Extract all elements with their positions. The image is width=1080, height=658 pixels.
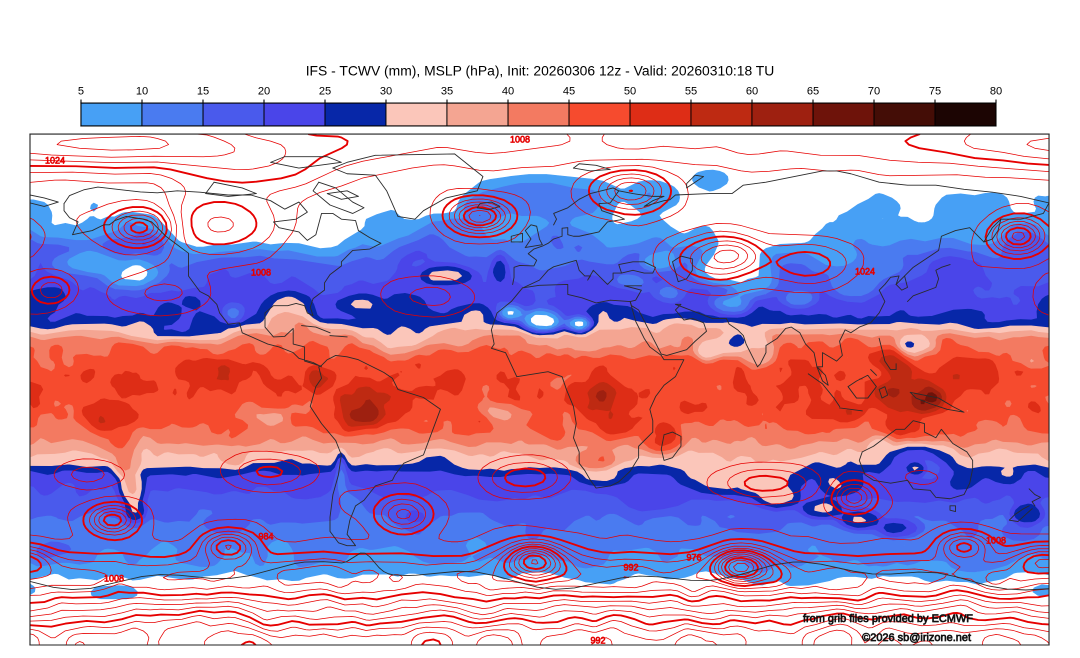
svg-text:35: 35 <box>441 85 453 97</box>
svg-text:25: 25 <box>319 85 331 97</box>
svg-text:55: 55 <box>685 85 697 97</box>
svg-text:15: 15 <box>197 85 209 97</box>
svg-text:45: 45 <box>563 85 575 97</box>
svg-text:from grib files provided by EC: from grib files provided by ECMWF <box>803 613 973 625</box>
svg-text:1008: 1008 <box>510 134 530 144</box>
svg-text:1008: 1008 <box>986 535 1006 545</box>
svg-text:992: 992 <box>590 635 605 645</box>
svg-text:©2026 sb@irizone.net: ©2026 sb@irizone.net <box>862 632 971 644</box>
svg-text:992: 992 <box>623 562 638 572</box>
svg-text:IFS - TCWV (mm), MSLP (hPa), I: IFS - TCWV (mm), MSLP (hPa), Init: 20260… <box>306 63 775 79</box>
svg-text:10: 10 <box>136 85 148 97</box>
svg-text:984: 984 <box>258 531 273 541</box>
svg-text:1024: 1024 <box>855 266 875 276</box>
svg-text:1008: 1008 <box>251 267 271 277</box>
svg-text:976: 976 <box>686 552 701 562</box>
svg-text:65: 65 <box>807 85 819 97</box>
svg-text:80: 80 <box>990 85 1002 97</box>
svg-text:50: 50 <box>624 85 636 97</box>
svg-text:5: 5 <box>78 85 84 97</box>
svg-text:75: 75 <box>929 85 941 97</box>
svg-text:30: 30 <box>380 85 392 97</box>
svg-text:60: 60 <box>746 85 758 97</box>
svg-text:40: 40 <box>502 85 514 97</box>
svg-text:1008: 1008 <box>104 573 124 583</box>
svg-text:70: 70 <box>868 85 880 97</box>
svg-text:20: 20 <box>258 85 270 97</box>
svg-text:1024: 1024 <box>45 155 65 165</box>
